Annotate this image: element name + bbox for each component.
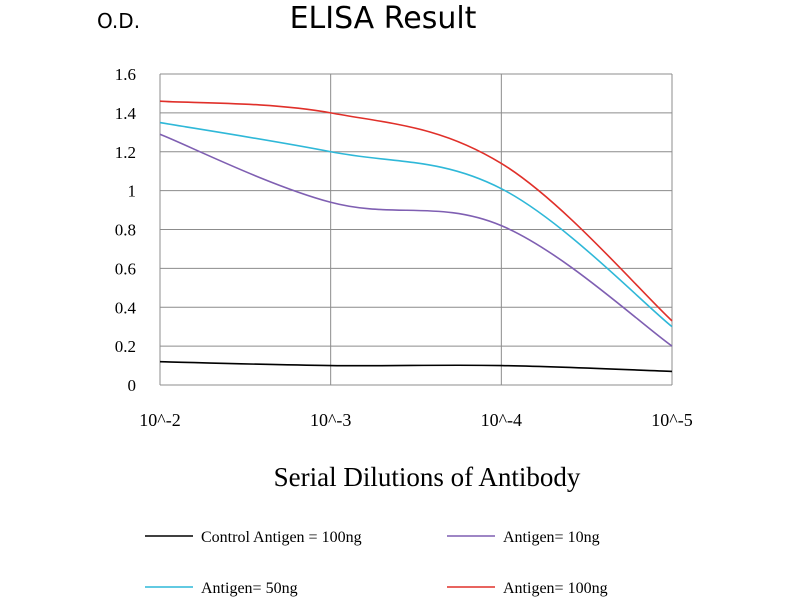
y-tick-label: 1	[128, 182, 137, 201]
y-tick-label: 0.6	[115, 259, 136, 278]
legend-label-3: Antigen= 100ng	[503, 580, 608, 597]
series-line-1	[159, 133, 673, 347]
x-tick-label: 10^-2	[139, 410, 180, 430]
y-tick-label: 0.2	[115, 337, 136, 356]
x-tick-label: 10^-3	[310, 410, 351, 430]
y-axis-title: O.D.	[97, 9, 140, 33]
legend-label-1: Antigen= 10ng	[503, 529, 600, 546]
x-tick-label: 10^-5	[651, 410, 692, 430]
y-tick-label: 0.8	[115, 221, 136, 240]
y-tick-label: 1.2	[115, 143, 136, 162]
legend: Control Antigen = 100ng Antigen= 10ng Anti…	[145, 529, 608, 597]
y-tick-label: 1.4	[115, 104, 137, 123]
legend-label-2: Antigen= 50ng	[201, 580, 298, 597]
series-line-0	[159, 360, 673, 373]
chart-title: ELISA Result	[290, 1, 477, 36]
series-lines	[159, 100, 673, 373]
grid-lines	[159, 73, 673, 386]
x-axis-title: Serial Dilutions of Antibody	[274, 462, 581, 492]
series-line-3	[159, 100, 673, 322]
x-tick-label: 10^-4	[481, 410, 522, 430]
y-tick-label: 0.4	[115, 298, 137, 317]
y-tick-labels: 0 0.2 0.4 0.6 0.8 1 1.2 1.4 1.6	[115, 65, 137, 395]
x-tick-labels: 10^-2 10^-3 10^-4 10^-5	[139, 410, 692, 430]
y-tick-label: 1.6	[115, 65, 136, 84]
legend-label-0: Control Antigen = 100ng	[201, 529, 362, 546]
y-tick-label: 0	[128, 376, 137, 395]
series-line-2	[159, 121, 673, 328]
